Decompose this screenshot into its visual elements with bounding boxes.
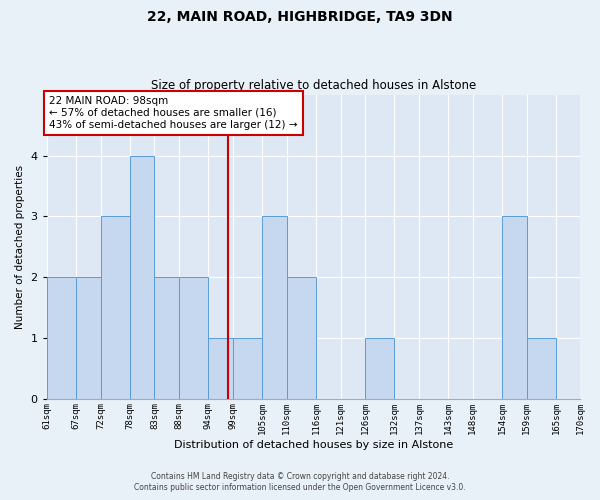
Bar (101, 216, 130, 400)
Text: 22 MAIN ROAD: 98sqm
← 57% of detached houses are smaller (16)
43% of semi-detach: 22 MAIN ROAD: 98sqm ← 57% of detached ho… (49, 96, 298, 130)
Bar (208, 338, 233, 400)
Bar (365, 338, 394, 400)
Bar (233, 338, 262, 400)
Bar (179, 278, 208, 400)
Bar (154, 278, 179, 400)
Bar (76, 278, 101, 400)
Text: 22, MAIN ROAD, HIGHBRIDGE, TA9 3DN: 22, MAIN ROAD, HIGHBRIDGE, TA9 3DN (147, 10, 453, 24)
Bar (502, 216, 527, 400)
Y-axis label: Number of detached properties: Number of detached properties (15, 165, 25, 329)
Title: Size of property relative to detached houses in Alstone: Size of property relative to detached ho… (151, 79, 476, 92)
Bar (47, 278, 76, 400)
Bar (287, 278, 316, 400)
Text: Contains HM Land Registry data © Crown copyright and database right 2024.
Contai: Contains HM Land Registry data © Crown c… (134, 472, 466, 492)
Bar (527, 338, 556, 400)
X-axis label: Distribution of detached houses by size in Alstone: Distribution of detached houses by size … (174, 440, 453, 450)
Bar (262, 216, 287, 400)
Bar (130, 156, 154, 400)
